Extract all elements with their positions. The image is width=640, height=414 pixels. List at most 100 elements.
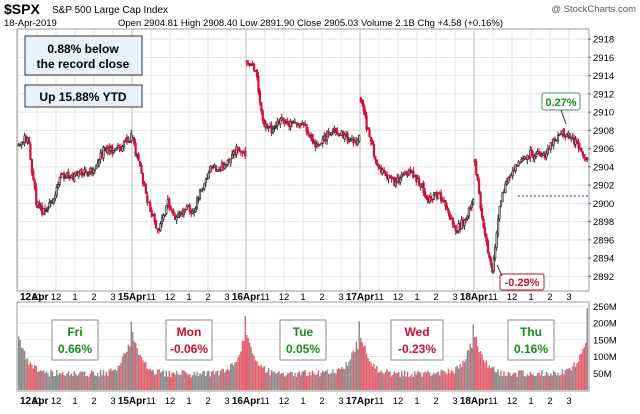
volume-bar: [436, 372, 438, 390]
volume-bar: [536, 373, 539, 390]
volume-bar: [449, 373, 451, 390]
time-tick-label: 2: [91, 292, 96, 303]
time-tick-label: 3: [224, 396, 229, 407]
volume-bar: [320, 372, 322, 390]
record-close-line2: the record close: [37, 57, 130, 71]
candle-body: [375, 159, 378, 166]
candle-body: [156, 228, 159, 231]
time-tick-label: 1: [72, 396, 77, 407]
candle-body: [437, 193, 440, 199]
volume-bar: [133, 341, 135, 390]
volume-bar: [130, 321, 132, 390]
candle-body: [93, 169, 96, 172]
candle-body: [454, 225, 457, 232]
volume-bar: [161, 371, 163, 390]
volume-bar: [295, 376, 298, 390]
quote-stats: Open 2904.81 High 2908.40 Low 2891.90 Cl…: [118, 18, 503, 29]
volume-bar: [434, 374, 436, 390]
time-tick-label: 11: [260, 396, 270, 407]
candle-body: [539, 151, 542, 156]
day-badge-name: Fri: [67, 325, 82, 339]
low-pct-pointer: [496, 264, 503, 277]
candle-body: [349, 140, 352, 142]
volume-bar: [247, 338, 249, 390]
volume-bar: [529, 372, 531, 390]
candle-body: [73, 173, 76, 182]
time-tick-label: 16Apr: [232, 396, 260, 407]
volume-bar: [94, 375, 96, 390]
volume-bar: [446, 374, 448, 390]
volume-bar: [376, 365, 378, 390]
high-pct-note: 0.27%: [541, 92, 581, 125]
candle-body: [140, 164, 143, 174]
volume-bar: [275, 373, 277, 390]
volume-bar: [580, 353, 583, 390]
volume-bar: [462, 360, 464, 390]
volume-bar: [263, 366, 265, 390]
volume-bar: [218, 375, 220, 390]
volume-bar: [501, 375, 504, 390]
volume-bar: [64, 375, 67, 390]
volume-bar: [213, 374, 216, 390]
volume-bar: [457, 368, 460, 390]
volume-bar: [96, 373, 99, 390]
volume-bar: [193, 371, 195, 390]
volume-bar: [118, 365, 121, 390]
volume-bar: [548, 375, 550, 390]
volume-bar: [66, 373, 68, 390]
time-tick-label: 2: [547, 396, 552, 407]
volume-bar: [113, 370, 115, 390]
volume-bar: [305, 375, 308, 390]
volume-bar: [165, 370, 168, 390]
volume-bar: [53, 376, 55, 390]
volume-bar: [374, 368, 377, 390]
volume-bar: [400, 371, 403, 390]
volume-bar: [231, 362, 233, 390]
volume-bar: [237, 357, 239, 390]
volume-bar: [468, 350, 470, 390]
candle-body: [138, 161, 142, 167]
candle-body: [494, 246, 497, 259]
time-tick-label: 1: [186, 396, 191, 407]
volume-bar: [360, 337, 362, 390]
candle-body: [133, 137, 136, 145]
candle-body: [212, 166, 215, 169]
volume-bar: [493, 366, 495, 390]
volume-bar: [203, 371, 206, 390]
time-tick-label: 17Apr: [346, 292, 374, 303]
volume-bar: [411, 374, 413, 390]
volume-bar: [409, 375, 412, 390]
volume-bars: [18, 308, 588, 390]
day-badge-change: -0.06%: [170, 342, 208, 356]
candle-body: [81, 173, 85, 176]
volume-bar: [259, 366, 261, 390]
volume-bar: [219, 370, 222, 390]
volume-bar: [120, 362, 122, 390]
volume-bar: [577, 361, 580, 390]
volume-bar: [399, 377, 401, 390]
candle-body: [57, 184, 60, 189]
volume-bar: [487, 367, 489, 390]
volume-bar: [414, 371, 416, 390]
time-tick-label: 12Apr: [20, 396, 48, 407]
candle-body: [472, 198, 475, 205]
candle-body: [80, 168, 83, 176]
volume-bar: [44, 373, 46, 390]
candle-body: [469, 207, 472, 210]
volume-bar: [490, 368, 492, 390]
candle-body: [361, 100, 364, 104]
candle-body: [141, 172, 145, 185]
candle-body: [311, 134, 314, 142]
volume-bar: [134, 342, 137, 390]
volume-bar: [291, 372, 293, 390]
volume-bar: [108, 369, 111, 390]
candle-body: [362, 103, 365, 112]
volume-bar: [303, 370, 305, 390]
volume-bar: [389, 371, 391, 390]
candle-body: [84, 170, 88, 173]
candle-body: [480, 208, 484, 219]
volume-bar: [472, 324, 474, 390]
volume-bar: [551, 375, 553, 390]
candle-body: [30, 159, 33, 174]
